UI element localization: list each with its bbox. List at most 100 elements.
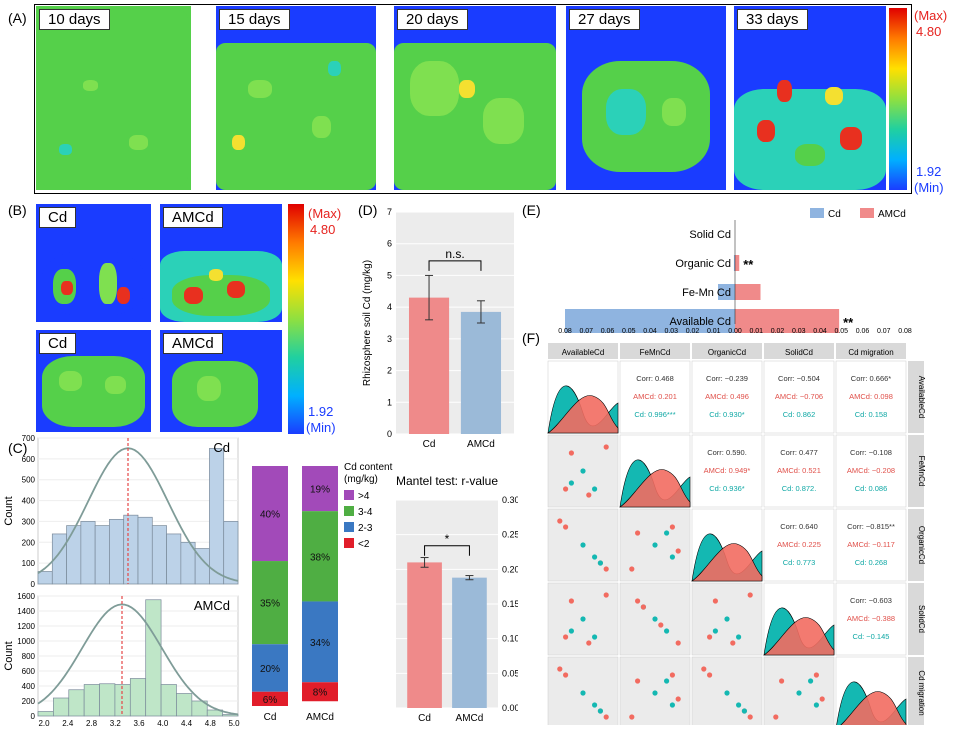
F-scatter-point bbox=[592, 702, 598, 708]
C_hist_amcd-bar bbox=[99, 683, 116, 717]
heatmap-20-days-blob bbox=[458, 79, 475, 98]
F-col-header bbox=[620, 343, 690, 359]
D_top-ytick: 0 bbox=[387, 429, 392, 439]
F-row-header-text: OrganicCd bbox=[917, 526, 926, 564]
F-scatter-point bbox=[568, 628, 574, 634]
heatmap-27-days-blob bbox=[606, 88, 646, 135]
C_hist_amcd-xtick: 2.0 bbox=[38, 719, 50, 728]
F-scatter-point bbox=[675, 640, 681, 646]
C_hist_amcd-xtick: 4.4 bbox=[181, 719, 193, 728]
C_hist_amcd-ytick: 800 bbox=[22, 652, 36, 661]
C_hist_amcd-bar bbox=[222, 714, 239, 717]
D_top-ylabel: Rhizosphere soil Cd (mg/kg) bbox=[362, 260, 373, 386]
F-scatter-point bbox=[557, 666, 563, 672]
F-scatter-point bbox=[669, 524, 675, 530]
F-scatter-point bbox=[603, 444, 609, 450]
F-density-cd bbox=[691, 543, 763, 582]
D_top-bar bbox=[408, 297, 450, 434]
F-corr-cd: Cd: −0.145 bbox=[853, 632, 890, 641]
F-scatter-point bbox=[669, 672, 675, 678]
F-scatter-point bbox=[707, 672, 713, 678]
F-col-header bbox=[692, 343, 762, 359]
F-scatter-point bbox=[603, 714, 609, 720]
E-xtick: 0.07 bbox=[579, 328, 593, 335]
F-corr-total: Corr: 0.666* bbox=[851, 374, 892, 383]
heatmap-27-days-blob bbox=[582, 61, 710, 172]
heatmap-b-amcd-top-blob bbox=[208, 268, 224, 281]
F-corr-total: Corr: −0.108 bbox=[850, 448, 892, 457]
F-scatter-point bbox=[779, 678, 785, 684]
heatmap-20-days-blob bbox=[410, 61, 459, 117]
C_hist_amcd-bar bbox=[114, 684, 131, 717]
F-scatter-point bbox=[773, 714, 779, 720]
C_hist_amcd-bar bbox=[176, 693, 193, 717]
F-corr-amcd: AMCd: −0.706 bbox=[775, 392, 823, 401]
heatmap-15-days-blob bbox=[216, 42, 376, 190]
heatmap-b-cd-top-blob bbox=[61, 280, 73, 295]
C_hist_cd-ytick: 100 bbox=[22, 559, 36, 568]
F-corr-total: Corr: −0.603 bbox=[850, 596, 892, 605]
C_hist_cd-bar bbox=[151, 525, 167, 585]
E-category: Fe-Mn Cd bbox=[682, 287, 731, 299]
F-row-header-text: FeMnCd bbox=[917, 456, 926, 487]
heatmap-10-days-label: 10 days bbox=[39, 9, 110, 30]
stack-category: AMCd bbox=[306, 712, 334, 723]
C_hist_amcd-bar bbox=[83, 684, 100, 717]
D_bottom-ytick: 0.20 bbox=[502, 564, 518, 574]
F-scatter-point bbox=[747, 714, 753, 720]
C_hist_amcd-xtick: 2.4 bbox=[62, 719, 74, 728]
heatmap-15-days-label: 15 days bbox=[219, 9, 290, 30]
heatmap-10-days-blob bbox=[39, 9, 188, 187]
C_hist_amcd-xtick: 4.8 bbox=[205, 719, 217, 728]
D_top-ytick: 4 bbox=[387, 302, 392, 312]
D_top-category: Cd bbox=[423, 439, 436, 450]
panel-b-scale-max-label: (Max) bbox=[308, 206, 342, 221]
D_top-ytick: 5 bbox=[387, 270, 392, 280]
stack-label: 35% bbox=[260, 599, 280, 610]
F-scatter-point bbox=[664, 530, 670, 536]
F-corr-cd: Cd: 0.996*** bbox=[634, 410, 675, 419]
F-row-header bbox=[908, 435, 924, 507]
F-corr-amcd: AMCd: −0.208 bbox=[847, 466, 895, 475]
F-scatter-point bbox=[724, 690, 730, 696]
C_hist_amcd-label: AMCd bbox=[194, 598, 230, 613]
F-cell bbox=[835, 582, 907, 656]
heatmap-33-days-blob bbox=[734, 88, 886, 190]
F-corr-total: Corr: −0.504 bbox=[778, 374, 820, 383]
E-xtick: 0.07 bbox=[877, 328, 891, 335]
F-col-header-text: Cd migration bbox=[848, 348, 893, 357]
C_hist_cd-ytick: 600 bbox=[22, 455, 36, 464]
F-cell bbox=[835, 434, 907, 508]
F-corr-amcd: AMCd: 0.521 bbox=[777, 466, 821, 475]
C_hist_amcd-ytick: 1600 bbox=[17, 592, 35, 601]
E-xtick: 0.01 bbox=[749, 328, 763, 335]
F-col-header-text: AvailableCd bbox=[562, 348, 605, 357]
F-scatter-point bbox=[664, 628, 670, 634]
C_hist_cd-bar bbox=[223, 521, 239, 585]
E-xtick: 0.05 bbox=[622, 328, 636, 335]
F-row-header-text: Cd migration bbox=[917, 670, 926, 715]
stack-label: 6% bbox=[263, 695, 278, 706]
panel-a-scale-min-value: 1.92 bbox=[916, 164, 942, 179]
F-scatter-point bbox=[669, 702, 675, 708]
C_hist_amcd-ytick: 200 bbox=[22, 697, 36, 706]
F-corr-amcd: AMCd: 0.225 bbox=[777, 540, 821, 549]
heatmap-b-cd-bottom-blob bbox=[105, 375, 126, 395]
C_hist_amcd-xtick: 3.6 bbox=[133, 719, 145, 728]
D_top-ytick: 2 bbox=[387, 366, 392, 376]
heatmap-20-days-label: 20 days bbox=[397, 9, 468, 30]
stack-label: 34% bbox=[310, 638, 330, 649]
F-col-header bbox=[764, 343, 834, 359]
C_hist_amcd-bar bbox=[129, 678, 147, 717]
F-scatter-point bbox=[629, 566, 635, 572]
C_hist_cd-ylabel: Count bbox=[3, 496, 15, 525]
F-row-header-text: SolidCd bbox=[917, 605, 926, 633]
F-scatter-point bbox=[652, 542, 658, 548]
C_hist_amcd-bar bbox=[53, 697, 70, 717]
heatmap-33-days: 33 days bbox=[734, 6, 886, 190]
F-scatter-point bbox=[568, 450, 574, 456]
C_hist_amcd-bar bbox=[160, 684, 177, 717]
F-scatter-point bbox=[808, 678, 814, 684]
C_hist_amcd-ytick: 400 bbox=[22, 682, 36, 691]
F-corr-cd: Cd: 0.872. bbox=[782, 484, 817, 493]
